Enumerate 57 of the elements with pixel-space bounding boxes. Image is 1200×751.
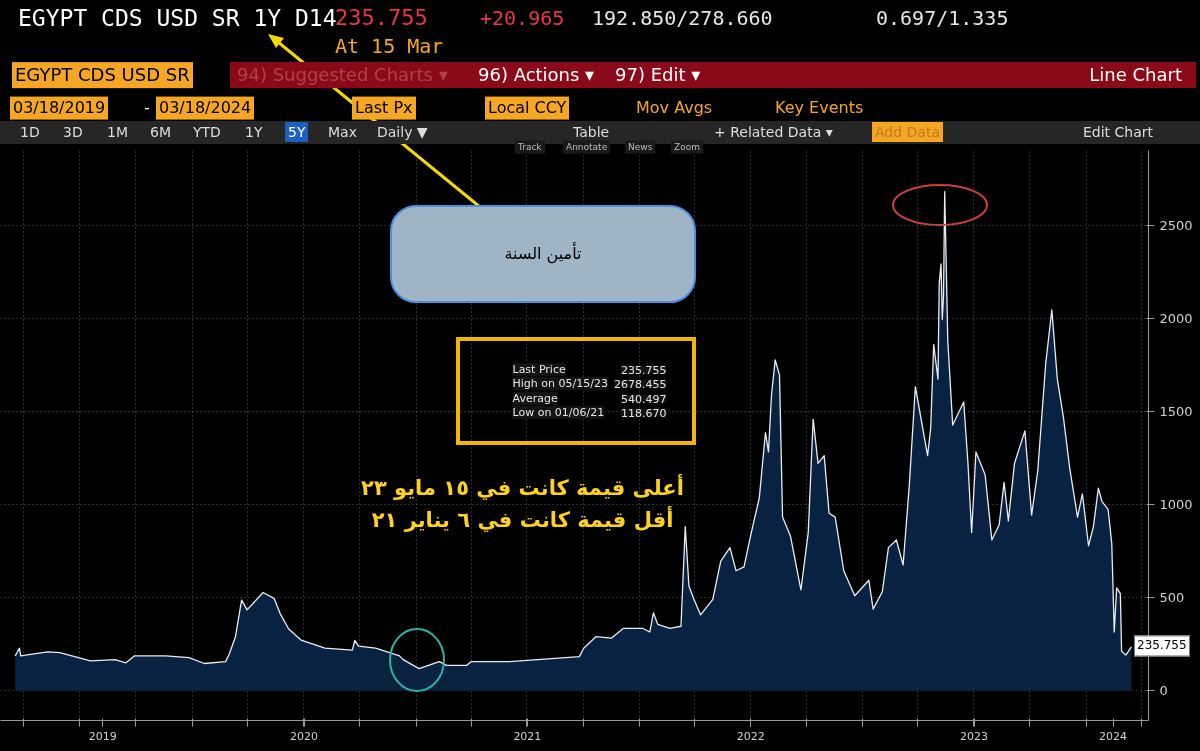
text: Table: [573, 123, 610, 142]
annotation: News: [625, 140, 656, 154]
text: Max: [328, 123, 357, 142]
chart-subtitle: At 15 Mar: [335, 32, 444, 60]
annotation: 2678.455: [614, 377, 667, 391]
text: +20.965: [480, 4, 565, 32]
x-tick-label: 2022: [736, 729, 765, 743]
annotation: أقل قيمة كانت في ٦ يناير ٢١: [371, 504, 674, 532]
annotation: High on 05/15/23: [512, 377, 608, 390]
callout: تأمين السنة: [390, 205, 696, 303]
text: Mov Avgs: [636, 96, 713, 119]
text: 6M: [150, 123, 171, 142]
text: 03/18/2024: [156, 96, 255, 120]
y-tick-label: 2500: [1159, 217, 1193, 233]
text: Key Events: [775, 96, 864, 119]
text: 03/18/2019: [10, 96, 109, 120]
text: 3D: [63, 123, 83, 142]
text: 96) Actions ▾: [475, 62, 598, 88]
annotation: Low on 01/06/21: [512, 406, 605, 419]
text: 192.850/278.660: [592, 4, 773, 32]
annotation: 118.670: [621, 406, 667, 420]
text: 1Y: [245, 123, 263, 142]
text: YTD: [193, 123, 221, 142]
y-tick-label: 500: [1159, 590, 1185, 606]
text: -: [144, 96, 150, 119]
x-tick-label: 2020: [290, 729, 319, 743]
text: Line Chart: [1089, 63, 1182, 88]
annotation: 235.755: [1134, 635, 1190, 657]
text: EGYPT CDS USD SR: [12, 62, 193, 88]
annotation: Annotate: [563, 140, 611, 154]
annotation: أعلى قيمة كانت في ١٥ مايو ٢٣: [361, 472, 684, 500]
annotation: Last Price: [512, 363, 566, 376]
y-tick-label: 1000: [1159, 496, 1193, 512]
y-tick-label: 2000: [1159, 310, 1193, 326]
x-tick-label: 2021: [513, 729, 542, 743]
x-tick-label: 2023: [960, 729, 989, 743]
text: Local CCY: [485, 96, 570, 120]
text: 1D: [20, 123, 40, 142]
annotation: 540.497: [621, 392, 667, 406]
y-tick-label: 1500: [1159, 403, 1193, 419]
annotation: Zoom: [671, 140, 703, 154]
annotation: Track: [515, 140, 545, 154]
x-tick-label: 2019: [88, 729, 117, 743]
x-tick-label: 2024: [1099, 729, 1128, 743]
text: 0.697/1.335: [876, 4, 1009, 32]
text: 5Y: [285, 122, 309, 142]
chart-title: EGYPT CDS USD SR 1Y D14: [18, 3, 337, 33]
text: 1M: [107, 123, 128, 142]
text: Edit Chart: [1083, 123, 1154, 142]
text: + Related Data ▾: [714, 123, 833, 142]
annotation: Average: [512, 392, 558, 405]
text: Daily ▼: [377, 123, 428, 142]
annotation: 235.755: [621, 363, 667, 377]
y-tick-label: 0: [1159, 683, 1168, 699]
text: 235.755: [335, 4, 428, 33]
text: 97) Edit ▾: [612, 62, 704, 88]
text: Last Px: [352, 96, 416, 120]
